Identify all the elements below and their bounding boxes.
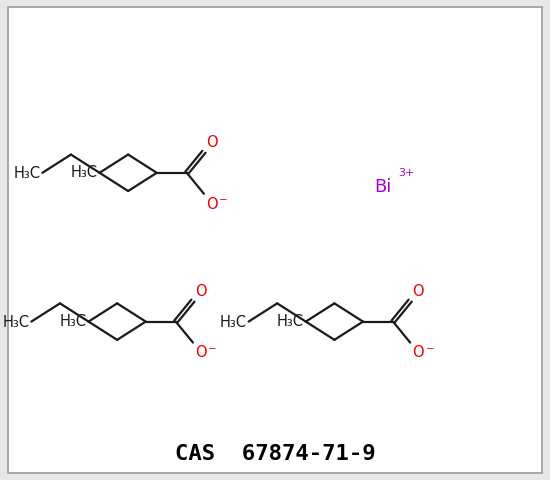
- Text: O: O: [195, 346, 207, 360]
- Text: O: O: [206, 197, 218, 212]
- Text: H₃C: H₃C: [277, 314, 304, 329]
- Text: H₃C: H₃C: [59, 314, 86, 329]
- Text: O: O: [206, 135, 218, 150]
- Text: H₃C: H₃C: [219, 315, 246, 330]
- Text: 3+: 3+: [398, 168, 415, 178]
- Text: H₃C: H₃C: [70, 165, 97, 180]
- Text: O: O: [195, 284, 207, 299]
- Text: −: −: [426, 344, 434, 354]
- Text: −: −: [208, 344, 217, 354]
- Text: O: O: [412, 284, 424, 299]
- Text: H₃C: H₃C: [13, 166, 40, 181]
- Text: CAS  67874-71-9: CAS 67874-71-9: [175, 444, 375, 464]
- Text: −: −: [219, 195, 228, 205]
- Text: O: O: [412, 346, 424, 360]
- Text: Bi: Bi: [374, 178, 392, 196]
- Text: H₃C: H₃C: [2, 315, 29, 330]
- FancyBboxPatch shape: [8, 7, 542, 473]
